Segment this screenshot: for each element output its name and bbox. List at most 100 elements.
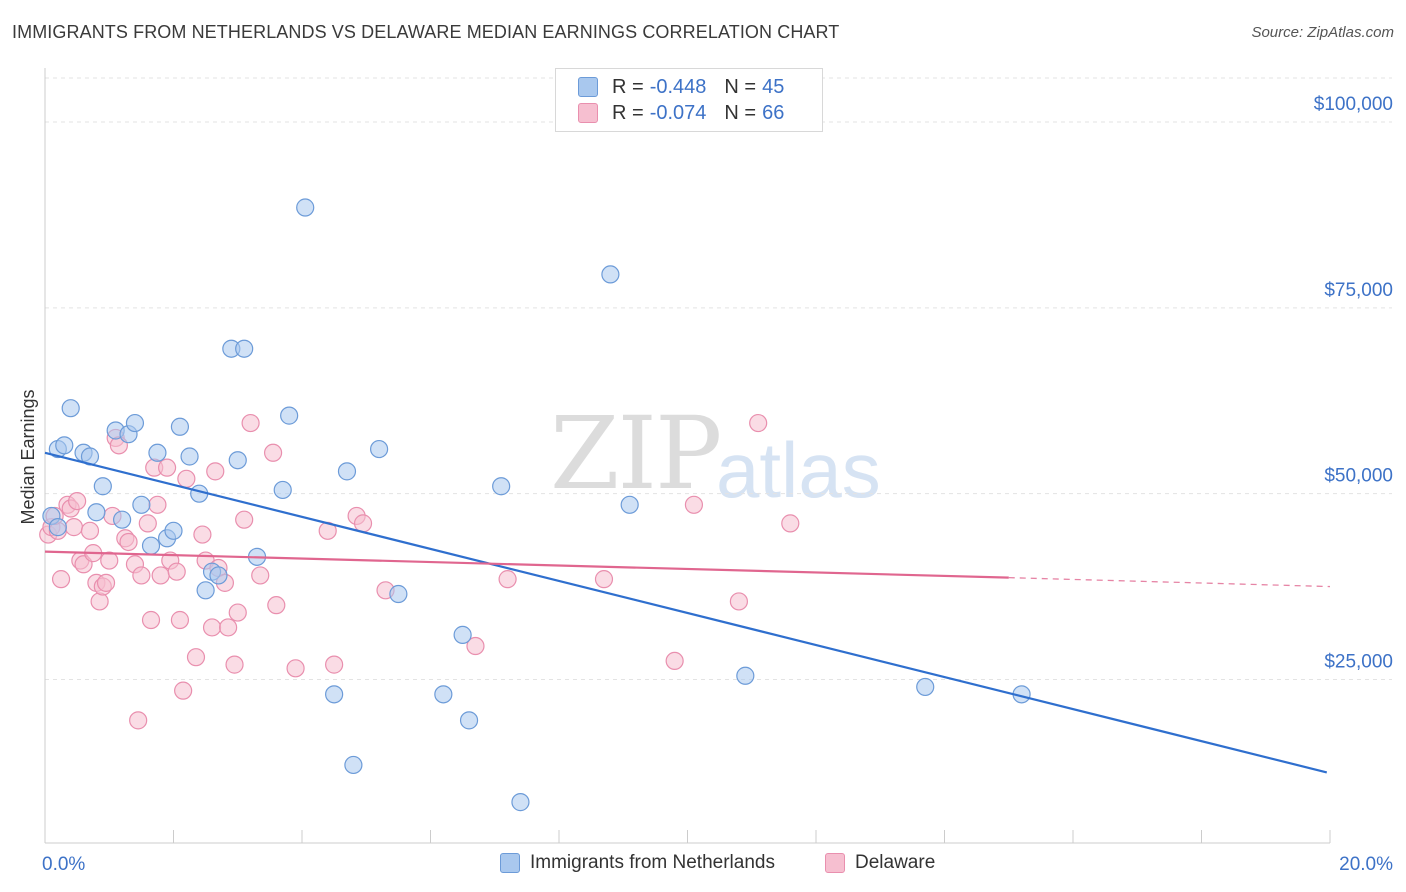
point-netherlands <box>389 584 408 604</box>
legend-n-label: N = <box>724 101 757 124</box>
point-delaware <box>100 551 119 570</box>
point-netherlands <box>164 521 183 540</box>
point-delaware <box>64 518 84 537</box>
legend-n-value: 66 <box>762 101 785 124</box>
legend-r-label: R = <box>612 75 644 98</box>
point-delaware <box>684 495 704 514</box>
point-netherlands <box>141 536 161 555</box>
legend-row-delaware: R = -0.074 N = 66 <box>578 100 784 126</box>
point-delaware <box>251 566 270 585</box>
point-netherlands <box>61 399 80 418</box>
point-netherlands <box>209 566 228 585</box>
point-netherlands <box>620 495 639 514</box>
point-netherlands <box>296 198 315 217</box>
point-delaware <box>749 413 768 433</box>
series-swatch-pink <box>825 853 845 873</box>
point-delaware <box>665 651 684 670</box>
point-netherlands <box>196 581 215 600</box>
x-tick-label-max: 20.0% <box>1339 854 1393 875</box>
y-tick-label: $75,000 <box>1324 280 1393 301</box>
point-delaware <box>219 618 238 637</box>
trendline-dashed-delaware <box>1008 577 1331 588</box>
point-delaware <box>498 570 517 589</box>
point-delaware <box>466 636 485 656</box>
point-delaware <box>594 570 614 589</box>
stats-legend: R = -0.448 N = 45 R = -0.074 N = 66 <box>555 68 823 132</box>
y-tick-label: $100,000 <box>1314 94 1393 115</box>
point-netherlands <box>325 685 344 704</box>
point-delaware <box>225 655 244 674</box>
series-legend: Immigrants from Netherlands Delaware <box>0 852 1406 876</box>
point-delaware <box>781 514 800 533</box>
point-delaware <box>170 610 190 630</box>
x-tick-label-min: 0.0% <box>42 854 85 875</box>
point-netherlands <box>273 480 292 500</box>
point-delaware <box>174 681 193 700</box>
point-delaware <box>138 514 157 533</box>
point-netherlands <box>125 413 145 433</box>
trendline-netherlands <box>44 451 1328 774</box>
watermark-atlas: atlas <box>716 426 881 514</box>
point-delaware <box>151 566 170 585</box>
point-netherlands <box>112 510 132 529</box>
point-netherlands <box>228 451 247 470</box>
point-delaware <box>132 566 151 585</box>
point-delaware <box>241 413 260 433</box>
legend-n-value: 45 <box>762 75 785 98</box>
point-netherlands <box>235 339 254 358</box>
point-netherlands <box>916 677 935 697</box>
point-netherlands <box>344 755 363 775</box>
point-netherlands <box>601 265 620 284</box>
legend-r-value: -0.448 <box>649 75 707 98</box>
point-delaware <box>167 562 186 581</box>
y-tick-label: $50,000 <box>1324 466 1393 487</box>
chart-title: IMMIGRANTS FROM NETHERLANDS VS DELAWARE … <box>12 22 840 42</box>
point-netherlands <box>337 462 357 481</box>
point-delaware <box>68 491 87 511</box>
legend-swatch-pink <box>578 103 598 123</box>
point-delaware <box>90 592 109 611</box>
legend-r-label: R = <box>612 101 644 124</box>
legend-n-label: N = <box>724 75 757 98</box>
series-name-netherlands: Immigrants from Netherlands <box>530 852 775 873</box>
point-delaware <box>235 510 254 529</box>
source-label: Source: ZipAtlas.com <box>1251 24 1394 41</box>
y-tick-label: $25,000 <box>1324 651 1393 672</box>
point-netherlands <box>434 685 453 704</box>
series-legend-netherlands: Immigrants from Netherlands <box>500 852 775 874</box>
point-netherlands <box>180 447 199 466</box>
point-delaware <box>206 462 225 481</box>
point-netherlands <box>170 417 190 436</box>
watermark-zip: ZIP <box>550 395 722 512</box>
point-delaware <box>186 648 206 667</box>
point-netherlands <box>55 436 74 455</box>
point-delaware <box>228 603 247 622</box>
legend-r-value: -0.074 <box>649 101 707 124</box>
series-swatch-blue <box>500 853 520 873</box>
series-name-delaware: Delaware <box>855 852 936 873</box>
point-delaware <box>325 655 344 674</box>
point-delaware <box>141 610 161 630</box>
series-legend-delaware: Delaware <box>825 852 935 874</box>
point-delaware <box>202 618 222 637</box>
point-netherlands <box>148 443 167 462</box>
point-delaware <box>96 573 116 592</box>
point-delaware <box>267 596 286 615</box>
point-delaware <box>148 495 167 514</box>
y-axis-label: Median Earnings <box>18 389 38 524</box>
point-delaware <box>119 532 138 552</box>
point-delaware <box>80 521 100 540</box>
point-delaware <box>129 711 148 730</box>
point-delaware <box>263 443 283 462</box>
point-delaware <box>729 592 749 611</box>
legend-swatch-blue <box>578 77 598 97</box>
trendline-delaware <box>44 550 1009 579</box>
point-netherlands <box>459 711 479 730</box>
point-netherlands <box>511 793 530 812</box>
legend-row-netherlands: R = -0.448 N = 45 <box>578 74 784 100</box>
point-delaware <box>286 659 305 678</box>
point-netherlands <box>48 518 67 537</box>
point-delaware <box>353 514 373 533</box>
point-delaware <box>193 525 212 544</box>
